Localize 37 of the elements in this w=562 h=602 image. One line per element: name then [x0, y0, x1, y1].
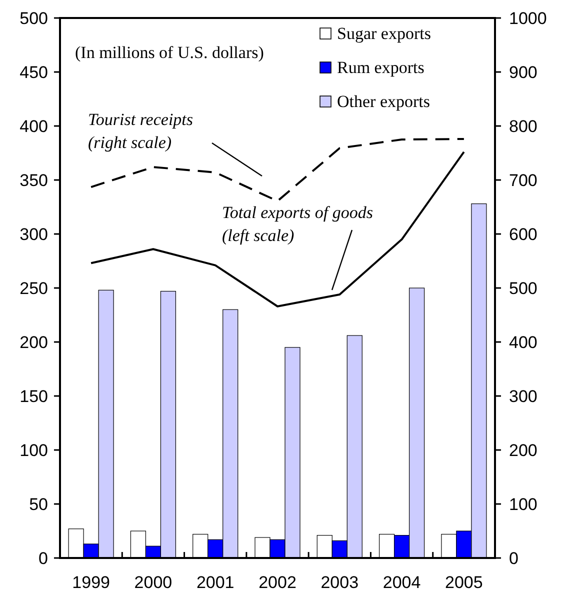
series-label: Total exports of goods (left scale) — [222, 203, 374, 245]
legend-label: Sugar exports — [337, 24, 431, 43]
y-tick-label: 200 — [20, 332, 48, 352]
y-tick-label: 350 — [20, 170, 48, 190]
line-series — [90, 150, 465, 308]
y-tick-label: 100 — [20, 440, 48, 460]
y2-tick-label: 300 — [509, 386, 538, 406]
y2-tick-label: 700 — [509, 170, 538, 190]
y-tick-label: 300 — [20, 224, 48, 244]
x-tick-label: 2005 — [445, 573, 483, 592]
y2-tick-label: 800 — [509, 116, 538, 136]
y-tick-label: 450 — [20, 62, 48, 82]
y2-tick-label: 100 — [509, 494, 538, 514]
y2-tick-label: 0 — [509, 548, 518, 568]
x-tick-label: 2000 — [134, 573, 172, 592]
line-series — [90, 138, 465, 202]
y-tick-label: 400 — [20, 116, 48, 136]
y2-tick-label: 400 — [509, 332, 538, 352]
y2-tick-label: 200 — [509, 440, 538, 460]
series-label: Tourist receipts (right scale) — [88, 110, 194, 152]
y2-tick-label: 500 — [509, 278, 538, 298]
y-tick-label: 50 — [29, 494, 48, 514]
y-tick-label: 500 — [20, 8, 48, 28]
y-tick-label: 150 — [20, 386, 48, 406]
x-tick-label: 2002 — [258, 573, 296, 592]
y2-tick-label: 1000 — [509, 8, 547, 28]
y2-tick-label: 900 — [509, 62, 538, 82]
y-tick-label: 0 — [38, 548, 48, 568]
annotation: (In millions of U.S. dollars) — [75, 43, 264, 62]
legend-label: Rum exports — [337, 58, 424, 77]
x-tick-label: 2004 — [382, 573, 421, 592]
x-tick-label: 2001 — [196, 573, 234, 592]
x-tick-label: 2003 — [320, 573, 359, 592]
x-tick-label: 1999 — [72, 573, 110, 592]
legend-label: Other exports — [337, 92, 430, 111]
y2-tick-label: 600 — [509, 224, 538, 244]
y-tick-label: 250 — [20, 278, 48, 298]
